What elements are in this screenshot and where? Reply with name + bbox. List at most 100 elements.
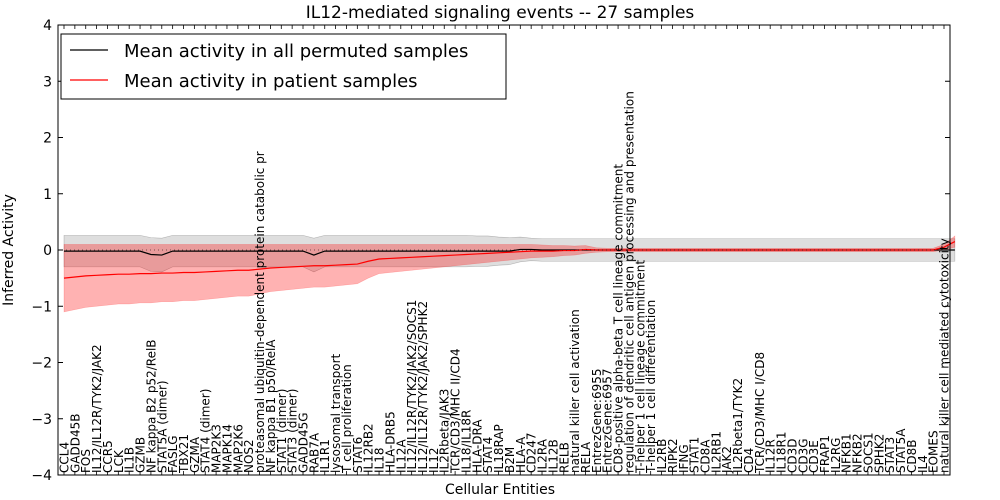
y-tick-label: 0	[43, 243, 52, 259]
x-tick-label: IL2RB	[655, 439, 669, 473]
x-tick-label: RELA	[579, 441, 593, 473]
x-tick-label: JAK2	[720, 446, 734, 474]
y-tick-label: 4	[43, 18, 52, 34]
x-tick-label: STAT4 (dimer)	[199, 389, 213, 473]
x-tick-label: IL18	[373, 448, 387, 474]
x-tick-label: FRAP1	[818, 435, 832, 473]
x-tick-label: GZMA	[188, 436, 202, 473]
x-tick-label: IL12R	[764, 439, 778, 473]
x-tick-label: FASLG	[166, 435, 180, 473]
x-tick-label: EntrezGene:6955	[590, 369, 604, 474]
x-tick-label: STAT4	[481, 437, 495, 473]
x-tick-label: MAPK14	[220, 424, 234, 473]
y-axis: 4 3 2 1 0 −1 −2 −3 −4	[31, 18, 950, 484]
x-tick-label: STAT1	[688, 437, 702, 473]
x-tick-label: HLA-DRB5	[383, 411, 397, 473]
chart-title: IL12-mediated signaling events -- 27 sam…	[306, 3, 695, 23]
x-tick-label: IL12A	[394, 439, 408, 473]
x-tick-label: IL12/IL12R/TYK2/JAK2/SOCS1	[405, 300, 419, 473]
x-tick-label: IFNG	[677, 444, 691, 473]
x-tick-label: TBX21	[177, 434, 191, 474]
x-tick-label: CCR5	[101, 440, 115, 473]
x-tick-label: STAT6	[351, 437, 365, 473]
x-tick-label: IL18/IL18R	[459, 410, 473, 473]
x-tick-label: NF kappa B1 p50/RelA	[264, 339, 278, 473]
x-tick-label: proteasomal ubiquitin-dependent protein …	[253, 151, 267, 473]
series-band-1	[63, 235, 956, 313]
x-tick-label: RIPK2	[666, 438, 680, 473]
x-tick-label: NFKB1	[840, 433, 854, 473]
x-tick-label: EOMES	[927, 430, 941, 473]
x-tick-label: MAP2K3	[210, 424, 224, 473]
legend-label-permuted: Mean activity in all permuted samples	[124, 41, 468, 62]
x-tick-label: STAT3 (dimer)	[286, 389, 300, 473]
x-tick-label: SPHK2	[872, 434, 886, 473]
x-tick-label: IL12/IL12R/TYK2/JAK2/SPHK2	[416, 301, 430, 473]
x-tick-label: GADD45G	[297, 412, 311, 473]
y-tick-label: 2	[43, 131, 52, 147]
x-tick-label: RAB7A	[307, 432, 321, 473]
x-tick-label: IL2RA	[536, 438, 550, 473]
x-tick-label: IL18R1	[775, 432, 789, 473]
x-tick-label: FOS	[79, 449, 93, 473]
x-tick-label: CD3D	[785, 439, 799, 474]
x-tick-label: lysosomal transport	[329, 353, 343, 473]
x-tick-label: IL18RAP	[492, 424, 506, 473]
x-tick-label: natural killer cell activation	[568, 309, 582, 473]
x-tick-label: T-helper 1 cell differentiation	[644, 300, 658, 474]
x-tick-label: HLA-DRA	[470, 419, 484, 473]
band-layer	[63, 235, 956, 313]
x-tick-label: HLA-A	[514, 436, 528, 473]
x-tick-label: NFKB2	[851, 433, 865, 473]
y-axis-label: Inferred Activity	[1, 194, 17, 306]
x-tick-label: natural killer cell mediated cytotoxicit…	[938, 238, 952, 473]
x-tick-labels: CCL4GADD45BFOSIL12/IL12R/TYK2/JAK2CCR5LC…	[58, 91, 952, 474]
x-tick-label: NOS2	[242, 439, 256, 473]
y-tick-label: 3	[43, 74, 52, 90]
x-tick-label: STAT3	[883, 437, 897, 473]
x-tick-label: IL12B	[546, 439, 560, 473]
x-tick-label: SOCS1	[861, 432, 875, 473]
x-axis-label: Cellular Entities	[445, 482, 555, 498]
y-tick-label: −4	[31, 468, 52, 484]
legend-label-patient: Mean activity in patient samples	[124, 71, 418, 92]
y-tick-label: −3	[31, 412, 52, 428]
x-tick-label: CD3G	[796, 438, 810, 473]
x-tick-label: CCL4	[58, 442, 72, 473]
x-tick-label: CD8B	[905, 440, 919, 474]
x-tick-label: STAT5A	[894, 428, 908, 473]
x-tick-label: T-helper 1 cell lineage commitment	[633, 260, 647, 474]
x-tick-label: B2M	[503, 447, 517, 473]
x-tick-label: IL4	[916, 455, 930, 473]
x-tick-label: IL2RB1	[709, 431, 723, 473]
x-tick-label: STAT1 (dimer)	[275, 389, 289, 473]
x-tick-label: LCK	[112, 449, 126, 473]
legend: Mean activity in all permuted samples Me…	[60, 33, 507, 100]
x-tick-label: IL2Rbeta/JAK3	[438, 389, 452, 473]
x-tick-label: IL12RB2	[362, 423, 376, 473]
x-tick-label: IL12/IL12R/TYK2/JAK2	[90, 344, 104, 473]
x-tick-label: NF kappa B2 p52/RelB	[144, 339, 158, 473]
y-tick-label: −2	[31, 356, 52, 372]
x-tick-label: regulation of dendritic cell antigen pro…	[622, 91, 636, 473]
x-tick-label: TCR/CD3/MHC II/CD4	[449, 348, 463, 474]
y-tick-label: −1	[31, 299, 52, 315]
x-tick-label: GZMB	[134, 437, 148, 473]
x-tick-label: CD8A	[698, 439, 712, 473]
x-tick-label: CD4	[742, 448, 756, 473]
x-tick-label: IL1R1	[318, 439, 332, 473]
x-tick-label: CD3E	[807, 440, 821, 473]
x-tick-label: T cell proliferation	[340, 364, 354, 474]
x-tick-label: GADD45B	[68, 414, 82, 474]
x-tick-label: MAP2K6	[231, 424, 245, 473]
x-tick-label: IL12	[427, 448, 441, 474]
series-band-0	[63, 235, 956, 273]
x-axis-ticks	[63, 25, 945, 475]
x-tick-label: EntrezGene:6957	[601, 369, 615, 474]
x-tick-label: IL2RG	[829, 438, 843, 474]
x-tick-label: RELB	[557, 442, 571, 473]
x-tick-label: TCR/CD3/MHC I/CD8	[753, 352, 767, 474]
x-tick-label: CD8-positive alpha-beta T cell lineage c…	[612, 164, 626, 473]
y-tick-label: 1	[43, 187, 52, 203]
